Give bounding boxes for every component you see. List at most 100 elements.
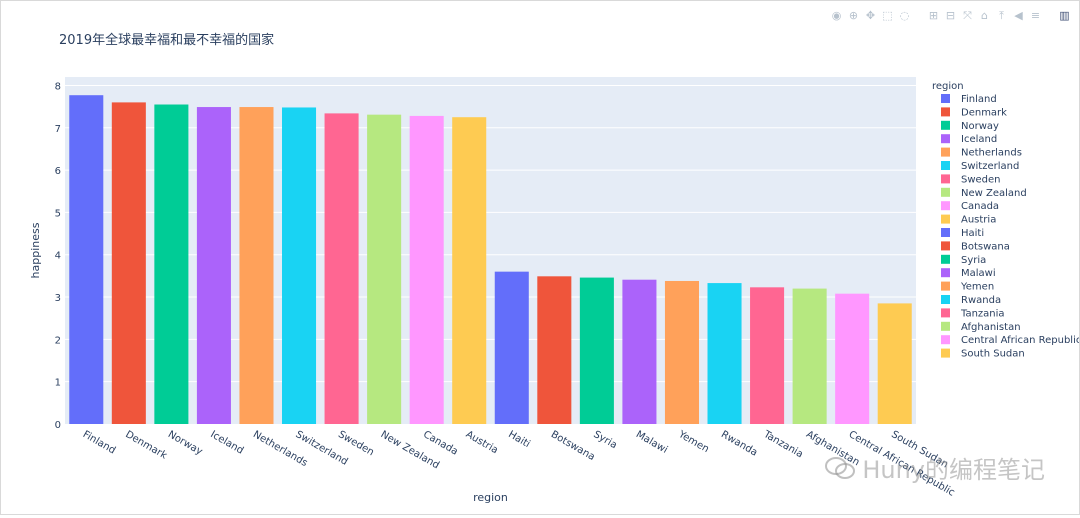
y-tick-label: 5	[55, 208, 61, 219]
legend-item-label[interactable]: Tanzania	[960, 308, 1005, 319]
pan-icon[interactable]: ✥	[865, 9, 876, 22]
watermark-text: Huny的编程笔记	[862, 456, 1045, 484]
bar-rwanda[interactable]	[707, 283, 742, 424]
hover-compare-icon[interactable]: ≡	[1030, 9, 1041, 22]
y-tick-label: 3	[55, 293, 61, 304]
legend-title: region	[932, 81, 964, 92]
chart-title: 2019年全球最幸福和最不幸福的国家	[59, 33, 275, 48]
autoscale-icon[interactable]: ⤧	[963, 9, 972, 22]
legend-swatch[interactable]	[941, 214, 950, 224]
bar-syria[interactable]	[579, 277, 614, 424]
legend-swatch[interactable]	[941, 348, 950, 358]
legend-item-label[interactable]: Switzerland	[961, 161, 1019, 172]
legend-swatch[interactable]	[941, 161, 950, 170]
x-tick-label: Haiti	[506, 429, 532, 450]
legend-item-label[interactable]: Malawi	[961, 268, 996, 279]
x-tick-label: Tanzania	[761, 429, 805, 461]
legend-item-label[interactable]: Afghanistan	[961, 322, 1021, 333]
bar-denmark[interactable]	[111, 102, 146, 424]
legend-item-label[interactable]: South Sudan	[961, 349, 1025, 360]
legend-item-label[interactable]: Finland	[961, 94, 997, 105]
camera-icon[interactable]: ◉	[831, 9, 842, 22]
legend-swatch[interactable]	[941, 147, 950, 157]
bar-norway[interactable]	[154, 104, 189, 424]
lasso-select-icon[interactable]: ◌	[899, 9, 910, 22]
bar-haiti[interactable]	[494, 271, 529, 424]
legend-swatch[interactable]	[941, 295, 950, 304]
legend-item-label[interactable]: Syria	[961, 255, 986, 266]
y-tick-label: 6	[55, 166, 61, 177]
legend-swatch[interactable]	[941, 187, 950, 197]
x-tick-label: Yemen	[676, 429, 711, 456]
legend-swatch[interactable]	[941, 254, 950, 264]
modebar-toolbar: ◉ ⊕ ✥ ⬚ ◌ ⊞ ⊟ ⤧ ⌂ ⤒ ◀ ≡ ▥	[830, 9, 1071, 22]
legend-swatch[interactable]	[941, 120, 950, 130]
legend-item-label[interactable]: Iceland	[961, 134, 997, 145]
legend-item-label[interactable]: Haiti	[961, 228, 984, 239]
x-tick-label: Austria	[464, 429, 500, 456]
legend-item-label[interactable]: Denmark	[961, 107, 1007, 118]
legend-swatch[interactable]	[941, 268, 950, 278]
bar-austria[interactable]	[452, 117, 487, 424]
legend-item-label[interactable]: Yemen	[960, 282, 994, 293]
y-tick-label: 2	[55, 335, 61, 346]
bar-central-african-republic[interactable]	[835, 293, 870, 424]
zoom-out-icon[interactable]: ⊟	[945, 9, 956, 22]
bar-afghanistan[interactable]	[792, 288, 827, 424]
legend-swatch[interactable]	[941, 335, 950, 345]
y-tick-label: 7	[55, 124, 61, 135]
legend-swatch[interactable]	[941, 107, 950, 117]
bar-south-sudan[interactable]	[877, 303, 912, 424]
bar-iceland[interactable]	[196, 107, 231, 425]
bar-botswana[interactable]	[537, 276, 572, 424]
legend-item-label[interactable]: Austria	[961, 215, 996, 226]
wechat-icon	[825, 456, 856, 479]
y-tick-label: 0	[55, 420, 61, 431]
legend-swatch[interactable]	[941, 321, 950, 331]
y-axis-title: happiness	[29, 222, 42, 278]
hover-closest-icon[interactable]: ◀	[1014, 9, 1023, 22]
reset-axes-icon[interactable]: ⌂	[981, 9, 988, 22]
x-axis-title: region	[473, 491, 508, 504]
legend-item-label[interactable]: Botswana	[961, 241, 1010, 252]
x-tick-label: Finland	[81, 429, 117, 456]
x-tick-label: Iceland	[208, 429, 245, 457]
bar-canada[interactable]	[409, 115, 444, 425]
plot-area	[65, 77, 916, 424]
legend-swatch[interactable]	[941, 201, 950, 211]
zoom-in-icon[interactable]: ⊞	[928, 9, 939, 22]
legend-item-label[interactable]: Rwanda	[961, 295, 1001, 306]
watermark: Huny的编程笔记	[824, 450, 1045, 485]
legend-item-label[interactable]: Sweden	[961, 174, 1001, 185]
legend-item-label[interactable]: New Zealand	[961, 188, 1027, 199]
legend-swatch[interactable]	[941, 228, 950, 237]
bar-sweden[interactable]	[324, 113, 359, 424]
bar-netherlands[interactable]	[239, 107, 274, 425]
bar-yemen[interactable]	[664, 280, 699, 424]
legend-swatch[interactable]	[941, 308, 950, 318]
legend-swatch[interactable]	[941, 94, 950, 103]
x-tick-label: Denmark	[123, 429, 168, 462]
legend-swatch[interactable]	[941, 241, 950, 251]
bar-finland[interactable]	[69, 95, 104, 424]
bar-malawi[interactable]	[622, 279, 657, 424]
bar-switzerland[interactable]	[282, 107, 317, 424]
bar-tanzania[interactable]	[750, 287, 785, 424]
legend-item-label[interactable]: Norway	[961, 121, 999, 132]
legend-item-label[interactable]: Canada	[961, 201, 999, 212]
x-tick-label: Botswana	[549, 429, 597, 463]
box-select-icon[interactable]: ⬚	[882, 9, 893, 22]
y-tick-label: 8	[55, 81, 61, 92]
plotly-logo-icon[interactable]: ▥	[1059, 9, 1070, 22]
bar-new-zealand[interactable]	[367, 114, 402, 424]
legend-swatch[interactable]	[941, 281, 950, 291]
legend-item-label[interactable]: Netherlands	[961, 148, 1022, 159]
zoom-icon[interactable]: ⊕	[848, 9, 859, 22]
legend-item-label[interactable]: Central African Republic	[961, 335, 1080, 346]
legend-swatch[interactable]	[941, 174, 950, 184]
legend-swatch[interactable]	[941, 134, 950, 144]
x-tick-label: Malawi	[634, 429, 669, 456]
spike-lines-icon[interactable]: ⤒	[999, 9, 1004, 22]
